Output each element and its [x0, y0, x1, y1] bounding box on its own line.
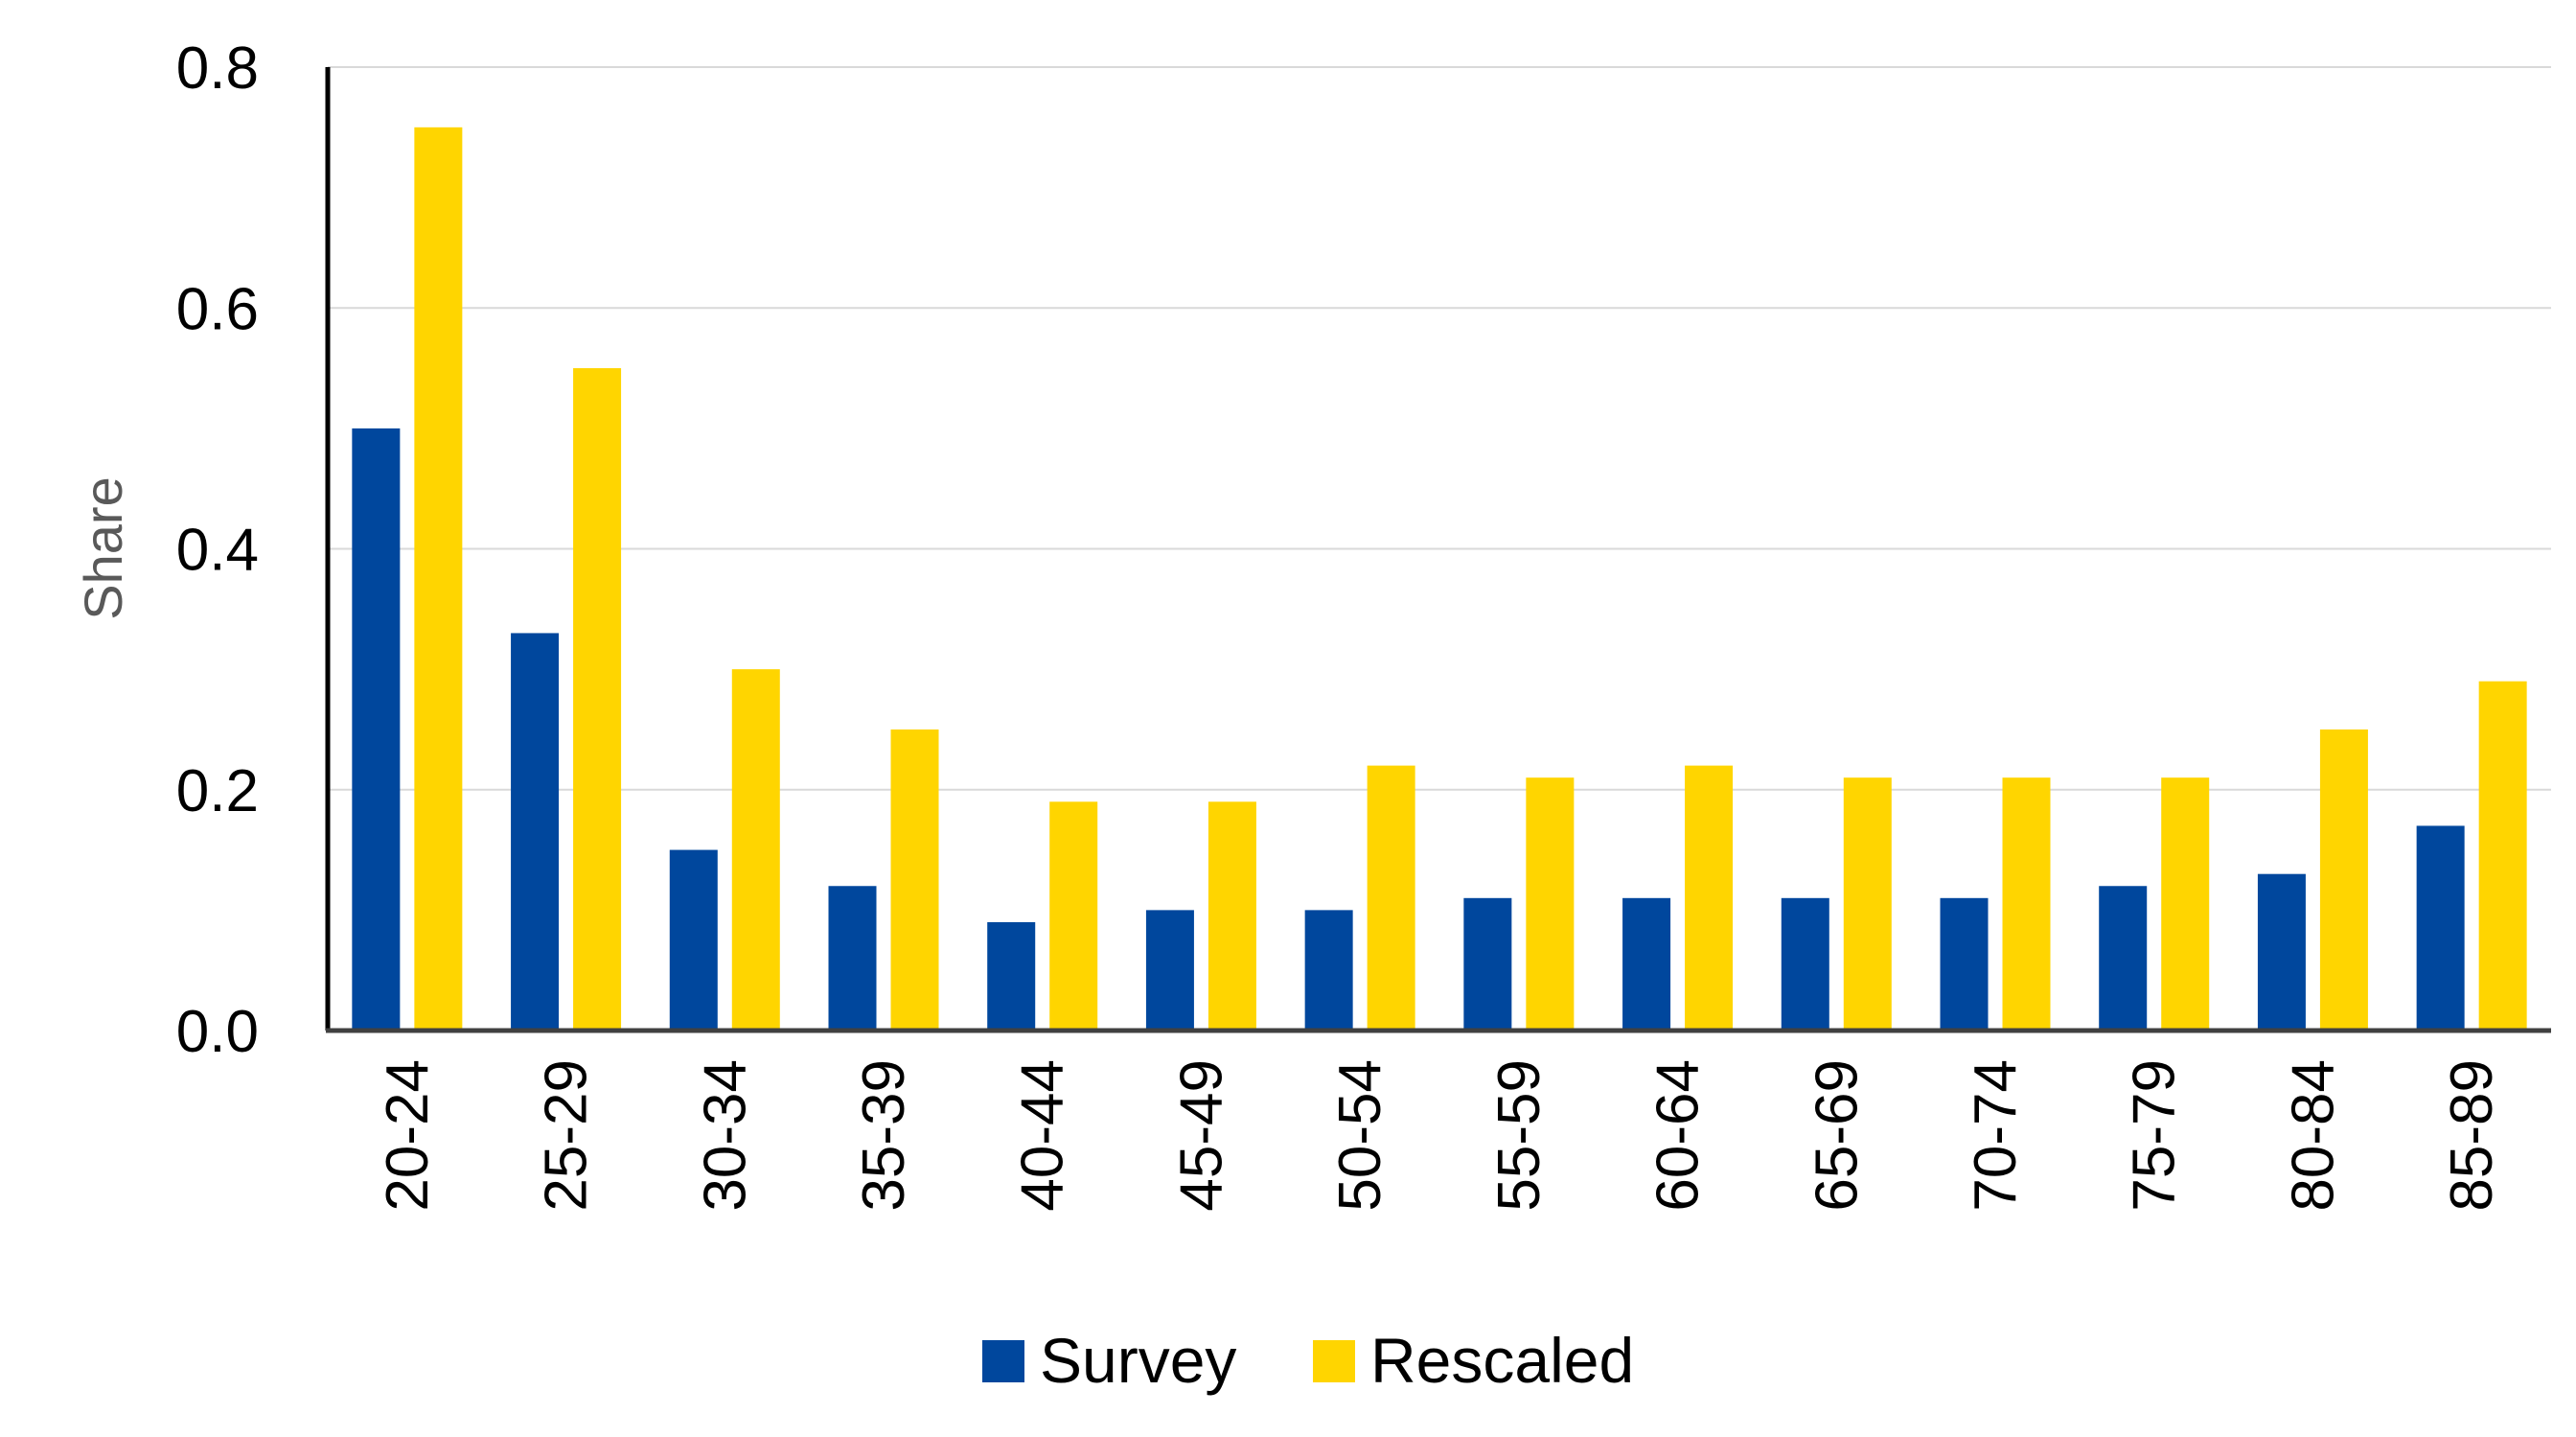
bar-survey-20-24 — [352, 428, 401, 1031]
x-tick-label: 50-54 — [1327, 1059, 1393, 1212]
y-tick-label: 0.6 — [176, 276, 259, 342]
y-tick-labels: 0.0 0.2 0.4 0.6 0.8 — [176, 35, 259, 1065]
bar-survey-35-39 — [828, 886, 877, 1031]
bar-rescaled-40-44 — [1049, 801, 1098, 1031]
bar-rescaled-60-64 — [1685, 765, 1734, 1031]
bar-survey-40-44 — [987, 921, 1036, 1031]
x-tick-label: 35-39 — [851, 1059, 917, 1212]
axes — [325, 67, 2551, 1033]
x-tick-label: 70-74 — [1963, 1059, 2029, 1212]
x-tick-label: 75-79 — [2122, 1059, 2188, 1212]
x-tick-label: 80-84 — [2280, 1059, 2346, 1212]
bar-rescaled-65-69 — [1843, 777, 1892, 1031]
y-tick-label: 0.4 — [176, 518, 259, 584]
bar-survey-80-84 — [2257, 873, 2306, 1031]
bar-rescaled-70-74 — [2002, 777, 2051, 1031]
x-tick-label: 65-69 — [1804, 1059, 1870, 1212]
bar-survey-70-74 — [1940, 897, 1989, 1031]
bar-rescaled-25-29 — [573, 368, 622, 1031]
y-tick-label: 0.8 — [176, 35, 259, 102]
bar-rescaled-50-54 — [1367, 765, 1415, 1031]
y-axis-title: Share — [73, 476, 133, 619]
bar-rescaled-20-24 — [414, 127, 463, 1031]
gridlines — [328, 66, 2551, 791]
legend-swatch-survey — [982, 1340, 1024, 1382]
y-tick-label: 0.0 — [176, 999, 259, 1065]
bar-survey-45-49 — [1145, 910, 1194, 1031]
bar-rescaled-75-79 — [2161, 777, 2210, 1031]
x-tick-label: 30-34 — [692, 1059, 758, 1212]
bar-rescaled-80-84 — [2319, 729, 2368, 1031]
bar-rescaled-35-39 — [890, 729, 939, 1031]
y-tick-label: 0.2 — [176, 758, 259, 824]
legend: Survey Rescaled — [982, 1325, 1634, 1396]
bar-survey-75-79 — [2099, 886, 2148, 1031]
legend-label-rescaled: Rescaled — [1370, 1325, 1634, 1396]
bar-survey-85-89 — [2416, 825, 2465, 1031]
bar-survey-30-34 — [669, 849, 718, 1031]
x-tick-label: 40-44 — [1010, 1059, 1076, 1212]
x-tick-label: 60-64 — [1645, 1059, 1712, 1212]
bar-rescaled-45-49 — [1208, 801, 1256, 1031]
bar-survey-25-29 — [511, 633, 560, 1031]
x-tick-label: 85-89 — [2439, 1059, 2505, 1212]
bar-survey-55-59 — [1463, 897, 1512, 1031]
legend-label-survey: Survey — [1040, 1325, 1236, 1396]
bar-rescaled-85-89 — [2478, 681, 2527, 1031]
x-tick-label: 45-49 — [1168, 1059, 1234, 1212]
legend-swatch-rescaled — [1313, 1340, 1355, 1382]
x-tick-labels: 20-24 25-29 30-34 35-39 40-44 45-49 50-54 55-59… — [375, 1059, 2505, 1212]
bar-survey-50-54 — [1304, 910, 1353, 1031]
bar-rescaled-30-34 — [731, 669, 780, 1031]
bar-rescaled-55-59 — [1526, 777, 1575, 1031]
bar-survey-60-64 — [1622, 897, 1671, 1031]
bar-survey-65-69 — [1781, 897, 1829, 1031]
x-tick-label: 55-59 — [1486, 1059, 1552, 1212]
x-tick-label: 20-24 — [375, 1059, 441, 1212]
bars — [352, 127, 2527, 1031]
x-tick-label: 25-29 — [534, 1059, 600, 1212]
